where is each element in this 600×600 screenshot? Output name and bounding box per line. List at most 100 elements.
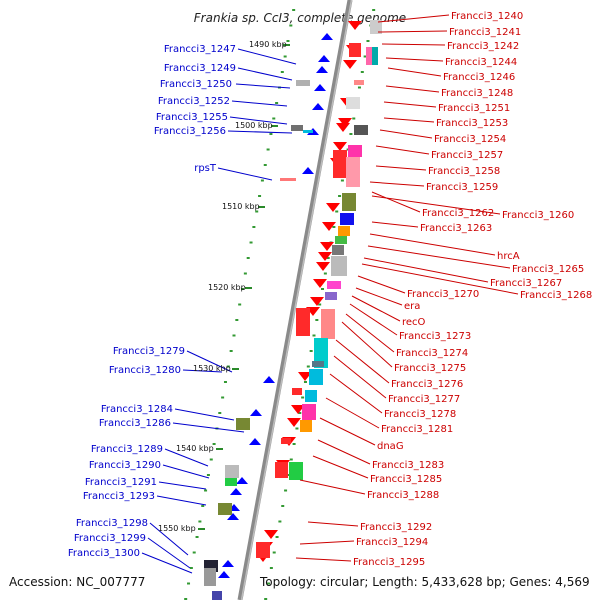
ruler-tick [258, 195, 262, 197]
gene-label[interactable]: Francci3_1244 [445, 57, 517, 68]
ruler-tick [303, 381, 307, 383]
leader-line [335, 339, 390, 384]
ruler-tick [338, 195, 342, 197]
ruler-tick [263, 164, 267, 166]
gene-label[interactable]: Francci3_1293 [83, 491, 155, 502]
gene-arrow [316, 66, 328, 73]
gene-label[interactable]: Francci3_1278 [384, 409, 456, 420]
gene-label[interactable]: Francci3_1283 [372, 460, 444, 471]
gene-label[interactable]: Francci3_1252 [158, 96, 230, 107]
ruler-tick [272, 551, 276, 554]
ruler-label: 1510 kbp [222, 202, 260, 211]
ruler-tick [209, 458, 213, 461]
leader-line [299, 479, 366, 495]
gene-arrow [320, 242, 334, 251]
gene-label[interactable]: Francci3_1291 [85, 477, 157, 488]
accession-text: Accession: NC_007777 [9, 575, 145, 589]
gene-label[interactable]: Francci3_1295 [353, 557, 425, 568]
ruler-tick [264, 598, 268, 600]
gene-label[interactable]: Francci3_1251 [438, 103, 510, 114]
ruler-tick [340, 179, 344, 182]
gene-label[interactable]: Francci3_1263 [420, 223, 492, 234]
ruler-tick [286, 474, 290, 476]
gene-label[interactable]: Francci3_1289 [91, 444, 163, 455]
leader-line [237, 48, 297, 65]
gene-label[interactable]: Francci3_1288 [367, 490, 439, 501]
gene-label[interactable]: Francci3_1262 [422, 208, 494, 219]
gene-label[interactable]: Francci3_1247 [164, 44, 236, 55]
gene-label[interactable]: Francci3_1259 [426, 182, 498, 193]
gene-label[interactable]: Francci3_1275 [394, 363, 466, 374]
gene-label[interactable]: Francci3_1268 [520, 290, 592, 301]
gene-block [354, 80, 364, 85]
gene-block [225, 478, 237, 486]
gene-label[interactable]: Francci3_1248 [441, 88, 513, 99]
gene-label[interactable]: Francci3_1274 [396, 348, 468, 359]
gene-label[interactable]: Francci3_1260 [502, 210, 574, 221]
gene-label[interactable]: Francci3_1281 [381, 424, 453, 435]
ruler-tick [249, 241, 253, 244]
gene-label[interactable]: Francci3_1277 [388, 394, 460, 405]
ruler-tick [206, 474, 210, 476]
ruler-tick [357, 86, 361, 89]
leader-line [379, 129, 433, 139]
gene-label[interactable]: Francci3_1250 [160, 79, 232, 90]
gene-block [296, 308, 310, 336]
ruler-major-tick [245, 287, 252, 289]
ruler-major-tick [258, 206, 265, 208]
gene-label[interactable]: recO [402, 317, 426, 328]
ruler-tick [255, 210, 259, 213]
gene-label[interactable]: Francci3_1249 [164, 63, 236, 74]
gene-label[interactable]: Francci3_1258 [428, 166, 500, 177]
gene-label[interactable]: Francci3_1273 [399, 331, 471, 342]
gene-label[interactable]: Francci3_1267 [490, 278, 562, 289]
gene-block [372, 47, 378, 65]
gene-label[interactable]: Francci3_1254 [434, 134, 506, 145]
leader-line [162, 464, 210, 479]
gene-label[interactable]: Francci3_1256 [154, 126, 226, 137]
gene-label[interactable]: Francci3_1253 [436, 118, 508, 129]
leader-line [361, 263, 519, 295]
gene-label[interactable]: Francci3_1294 [356, 537, 428, 548]
gene-label[interactable]: Francci3_1241 [449, 27, 521, 38]
leader-line [357, 275, 406, 294]
ruler-tick [243, 272, 247, 275]
gene-arrow [326, 203, 340, 212]
gene-arrow [264, 530, 278, 539]
gene-label[interactable]: Francci3_1240 [451, 11, 523, 22]
gene-label[interactable]: Francci3_1290 [89, 460, 161, 471]
ruler-tick [283, 55, 287, 58]
gene-label[interactable]: Francci3_1257 [431, 150, 503, 161]
gene-label[interactable]: Francci3_1298 [76, 518, 148, 529]
gene-label[interactable]: dnaG [377, 441, 404, 452]
leader-line [325, 397, 380, 429]
gene-label[interactable]: Francci3_1284 [101, 404, 173, 415]
leader-line [371, 191, 421, 213]
gene-label[interactable]: era [404, 301, 420, 312]
gene-block [296, 80, 310, 86]
leader-line [349, 303, 398, 336]
leader-line [312, 455, 369, 479]
gene-label[interactable]: Francci3_1255 [156, 112, 228, 123]
gene-block [236, 418, 250, 430]
gene-label[interactable]: hrcA [497, 251, 520, 262]
gene-block [342, 193, 356, 211]
gene-label[interactable]: Francci3_1242 [447, 41, 519, 52]
gene-block [312, 361, 324, 367]
gene-label[interactable]: Francci3_1280 [109, 365, 181, 376]
gene-label[interactable]: Francci3_1286 [99, 418, 171, 429]
gene-label[interactable]: Francci3_1300 [68, 548, 140, 559]
gene-label[interactable]: Francci3_1276 [391, 379, 463, 390]
gene-label[interactable]: Francci3_1299 [74, 533, 146, 544]
gene-label[interactable]: Francci3_1279 [113, 346, 185, 357]
gene-block [370, 20, 382, 34]
gene-label[interactable]: Francci3_1270 [407, 289, 479, 300]
gene-label[interactable]: rpsT [194, 163, 217, 174]
genome-backbone-highlight [240, 0, 353, 600]
gene-block [346, 97, 360, 109]
gene-arrow [227, 513, 239, 520]
gene-label[interactable]: Francci3_1292 [360, 522, 432, 533]
gene-label[interactable]: Francci3_1265 [512, 264, 584, 275]
gene-label[interactable]: Francci3_1246 [443, 72, 515, 83]
gene-label[interactable]: Francci3_1285 [370, 474, 442, 485]
